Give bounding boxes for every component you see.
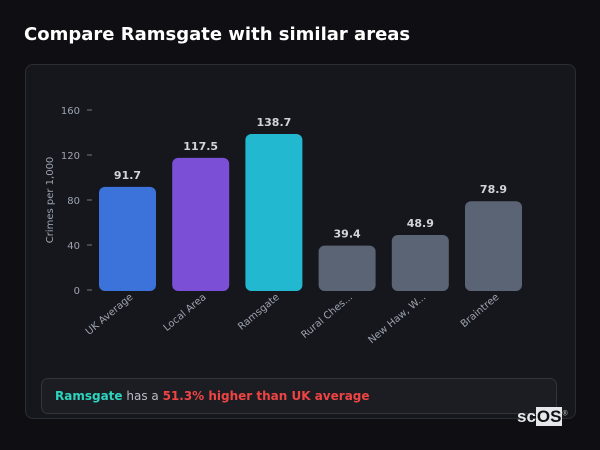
- summary-box: Ramsgate has a 51.3% higher than UK aver…: [41, 378, 557, 414]
- y-tick-label: 0: [74, 286, 80, 297]
- logo-mark: ®: [562, 410, 568, 418]
- bar: [99, 186, 156, 291]
- logo-sc: sc: [517, 407, 536, 426]
- y-tick-label: 40: [67, 241, 80, 252]
- bar: [172, 157, 230, 291]
- y-tick-label: 80: [67, 196, 80, 207]
- logo-os: OS: [535, 407, 563, 426]
- x-tick-label: Ramsgate: [236, 292, 282, 333]
- bar-value-label: 78.9: [480, 183, 507, 196]
- bar: [318, 245, 376, 291]
- page-title: Compare Ramsgate with similar areas: [24, 24, 411, 45]
- x-tick-label: New Haw, W...: [366, 292, 428, 346]
- bar-value-label: 138.7: [257, 116, 292, 129]
- x-tick-label: Braintree: [459, 292, 502, 330]
- x-tick-label: Rural Ches...: [299, 292, 355, 341]
- x-tick-label: Local Area: [162, 292, 209, 334]
- bar: [465, 201, 522, 291]
- bar-value-label: 91.7: [114, 169, 141, 182]
- y-axis-label: Crimes per 1,000: [45, 157, 56, 244]
- summary-connector: has a: [122, 389, 163, 403]
- bar-value-label: 39.4: [334, 228, 361, 241]
- summary-comparison: 51.3% higher than UK average: [162, 389, 370, 403]
- scos-logo: scOS®: [517, 407, 568, 427]
- bar-value-label: 48.9: [407, 217, 434, 230]
- y-tick-label: 160: [61, 106, 80, 117]
- bar-value-label: 117.5: [183, 140, 218, 153]
- summary-area: Ramsgate: [55, 389, 123, 403]
- y-tick-label: 120: [61, 151, 80, 162]
- bar: [245, 133, 303, 291]
- x-tick-label: UK Average: [84, 292, 136, 338]
- bar: [391, 234, 449, 291]
